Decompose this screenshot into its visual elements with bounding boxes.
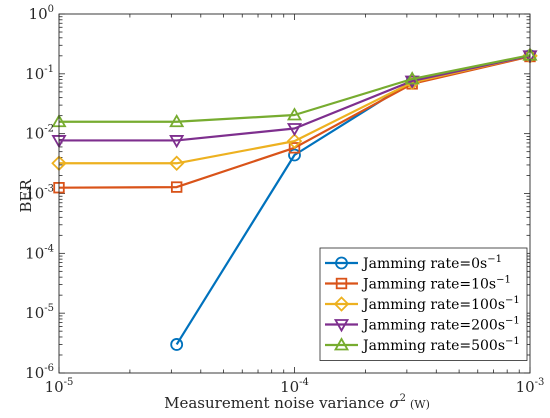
- legend-label-text: Jamming rate=100s: [361, 297, 505, 313]
- y-tick-label: 100: [29, 4, 54, 23]
- y-tick-label: 10-2: [25, 124, 54, 143]
- x-tick-label: 10-3: [516, 377, 545, 396]
- tick-exponent: -4: [299, 377, 309, 388]
- tick-base: 10: [516, 378, 535, 396]
- tick-exponent: 0: [48, 4, 54, 15]
- tick-base: 10: [29, 5, 48, 23]
- diamond-marker: [333, 296, 350, 312]
- legend-label-text: Jamming rate=10s: [361, 277, 496, 293]
- tick-exponent: -3: [535, 377, 545, 388]
- x-axis-label-text: Measurement noise variance: [164, 394, 384, 412]
- square-marker: [335, 277, 348, 290]
- x-axis-label-sup: 2: [400, 393, 406, 404]
- legend-label: Jamming rate=10s−1: [361, 275, 511, 293]
- circle-marker: [335, 256, 348, 270]
- legend-item: Jamming rate=500s−1: [325, 336, 520, 354]
- tick-base: 10: [25, 185, 44, 203]
- legend-item: Jamming rate=100s−1: [325, 295, 520, 313]
- legend-label-text: Jamming rate=500s: [361, 338, 505, 354]
- tick-exponent: -2: [44, 124, 54, 135]
- legend-label: Jamming rate=500s−1: [361, 336, 520, 354]
- legend-label-text: Jamming rate=200s: [361, 318, 505, 334]
- square-marker: [288, 142, 301, 154]
- legend-label-sup: −1: [496, 275, 511, 286]
- triangle-down-marker: [333, 319, 350, 333]
- y-tick-label: 10-6: [25, 363, 54, 382]
- legend-item: Jamming rate=200s−1: [325, 316, 520, 334]
- triangle-down-marker: [286, 123, 303, 137]
- tick-base: 10: [25, 364, 44, 382]
- square-marker: [170, 181, 183, 193]
- tick-base: 10: [25, 65, 44, 83]
- x-tick-label: 10-5: [45, 377, 74, 396]
- circle-marker: [170, 338, 184, 351]
- tick-exponent: -3: [44, 184, 54, 195]
- triangle-up-marker: [333, 337, 350, 351]
- tick-exponent: -6: [44, 363, 54, 374]
- y-tick-label: 10-3: [25, 184, 54, 203]
- y-axis-label: BER: [17, 179, 35, 213]
- legend-item: Jamming rate=10s−1: [325, 275, 511, 293]
- triangle-down-marker: [169, 135, 185, 149]
- diamond-marker: [168, 155, 185, 172]
- legend-label-sup: −1: [487, 254, 502, 265]
- legend-label: Jamming rate=0s−1: [361, 254, 502, 272]
- tick-base: 10: [25, 125, 44, 143]
- triangle-up-marker: [286, 107, 303, 121]
- tick-exponent: -5: [64, 377, 74, 388]
- legend-label: Jamming rate=100s−1: [361, 295, 520, 313]
- tick-base: 10: [25, 304, 44, 322]
- legend-item: Jamming rate=0s−1: [325, 254, 502, 272]
- tick-base: 10: [280, 378, 299, 396]
- legend-label-sup: −1: [505, 316, 520, 327]
- y-tick-label: 10-1: [25, 64, 54, 83]
- legend-label-sup: −1: [505, 295, 520, 306]
- triangle-up-marker: [169, 113, 185, 128]
- x-tick-label: 10-4: [280, 377, 309, 396]
- series-line: [59, 54, 531, 123]
- series-layer: [51, 47, 538, 351]
- series-4: [51, 47, 538, 128]
- legend-label: Jamming rate=200s−1: [361, 316, 520, 334]
- axes-frame: [58, 13, 531, 374]
- legend-label-sup: −1: [505, 336, 520, 347]
- tick-exponent: -5: [44, 303, 54, 314]
- tick-exponent: -1: [44, 64, 54, 75]
- tick-base: 10: [25, 244, 44, 262]
- axes-box: [58, 13, 531, 374]
- circle-marker: [288, 148, 301, 162]
- series-line: [59, 54, 531, 142]
- x-axis-label-symbol: σ: [389, 394, 400, 412]
- x-axis-label: Measurement noise variance σ2 (W): [164, 393, 430, 412]
- tick-base: 10: [45, 378, 64, 396]
- legend-label-text: Jamming rate=0s: [361, 256, 487, 272]
- tick-exponent: -4: [44, 243, 54, 254]
- triangle-down-marker: [404, 75, 420, 89]
- triangle-up-marker: [404, 71, 420, 85]
- diamond-marker: [286, 133, 303, 149]
- x-axis-label-unit: (W): [410, 398, 430, 411]
- y-tick-label: 10-4: [25, 243, 54, 262]
- y-tick-label: 10-5: [25, 303, 54, 322]
